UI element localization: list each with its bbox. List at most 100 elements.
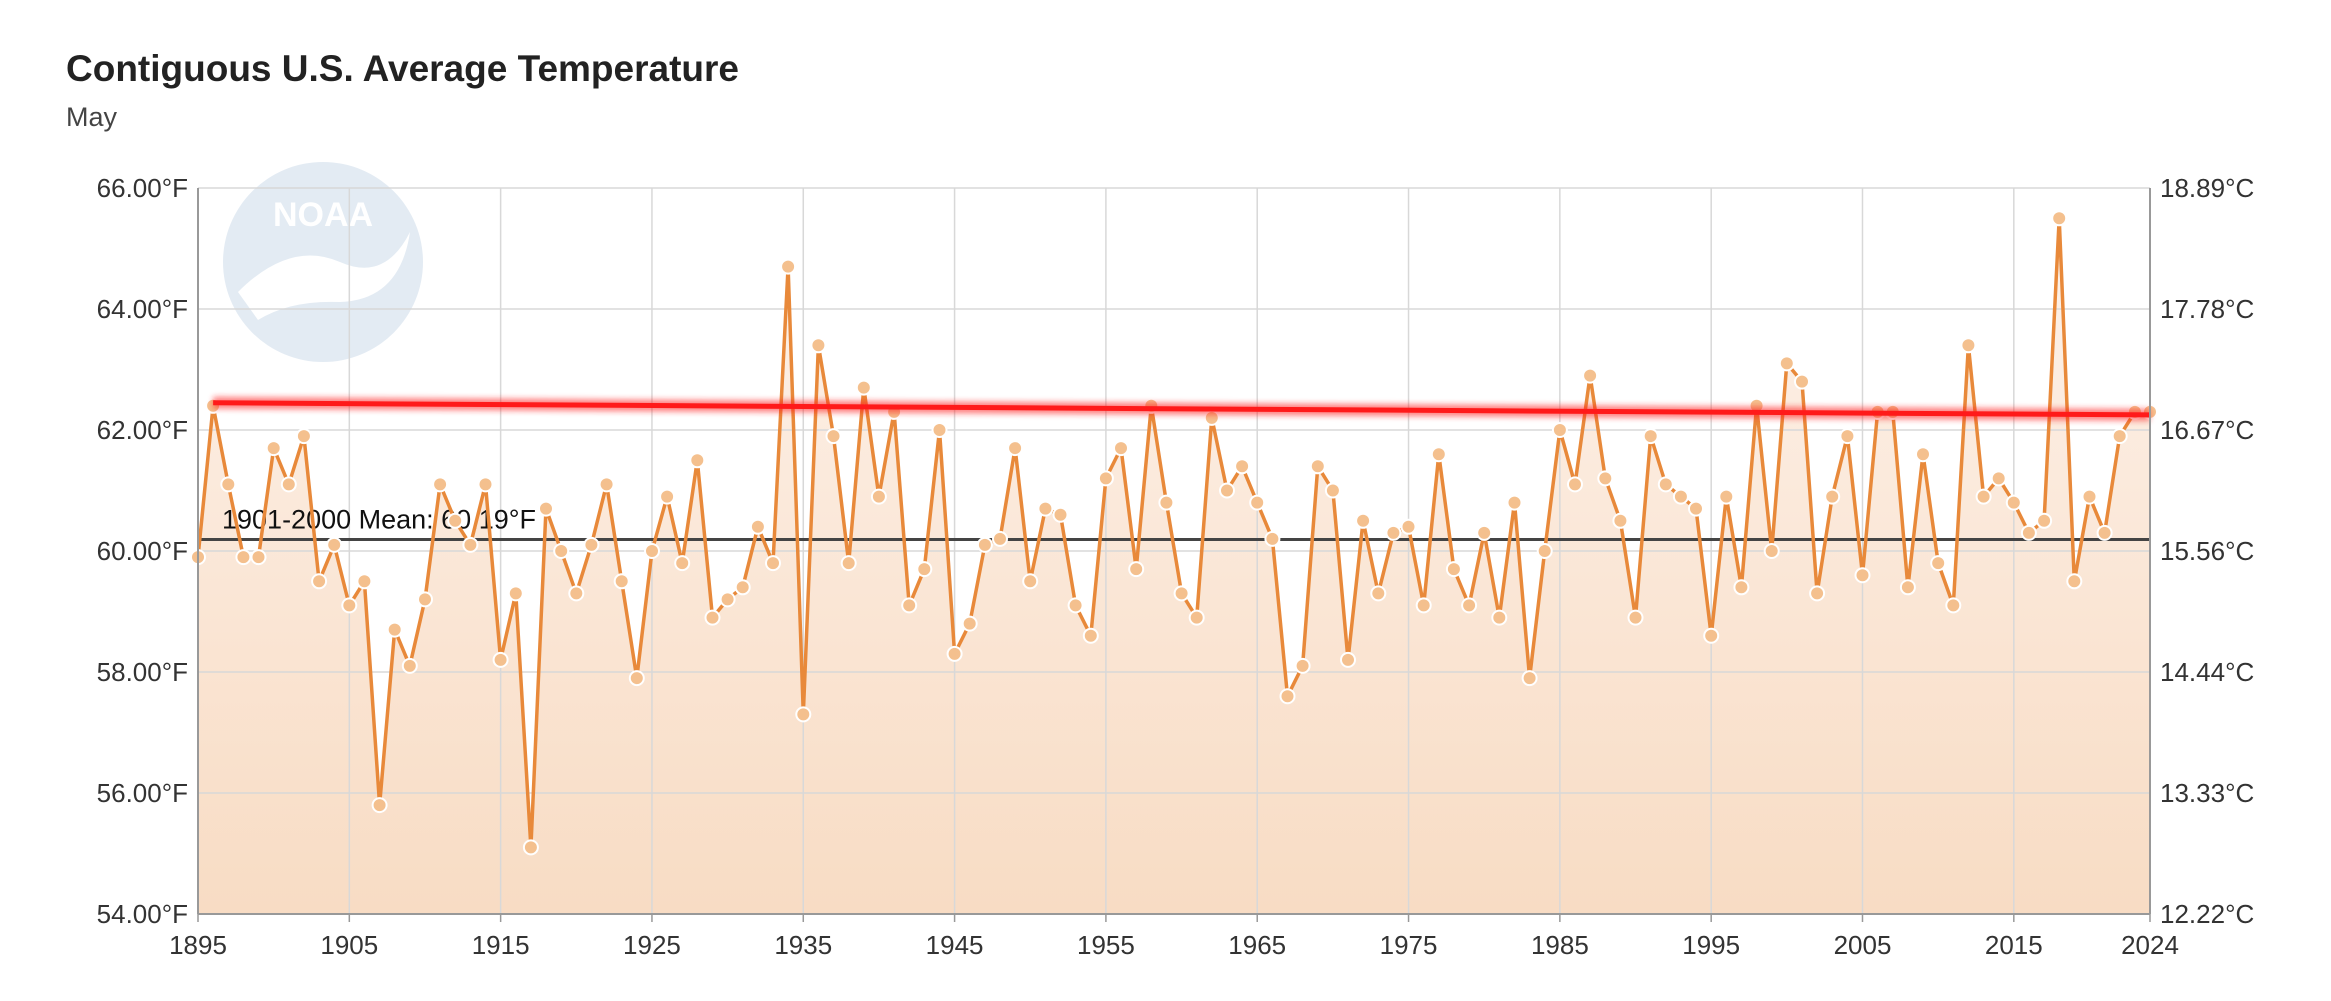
data-point-2012[interactable] [1960,337,1977,354]
data-point-2005[interactable] [1854,567,1871,584]
data-point-1932[interactable] [749,518,766,535]
data-point-1905[interactable] [341,597,358,614]
data-point-1963[interactable] [1219,482,1235,499]
data-point-1954[interactable] [1082,627,1099,644]
data-point-1906[interactable] [356,573,373,590]
data-point-1959[interactable] [1158,494,1175,511]
data-point-2013[interactable] [1975,488,1992,505]
data-point-1916[interactable] [507,585,524,602]
data-point-2008[interactable] [1899,579,1916,596]
data-point-1991[interactable] [1642,428,1659,445]
data-point-1937[interactable] [825,428,842,445]
data-point-2003[interactable] [1824,488,1841,505]
data-point-1981[interactable] [1491,609,1508,626]
data-point-1925[interactable] [644,543,660,559]
data-point-2000[interactable] [1778,355,1795,372]
data-point-1936[interactable] [810,337,827,354]
data-point-1933[interactable] [765,555,781,572]
data-point-2010[interactable] [1930,555,1947,572]
data-point-1908[interactable] [386,621,403,638]
data-point-2014[interactable] [1990,470,2007,487]
data-point-1938[interactable] [840,555,857,572]
data-point-1901[interactable] [280,476,297,493]
data-point-1999[interactable] [1763,543,1780,559]
data-point-1994[interactable] [1688,500,1704,517]
data-point-2018[interactable] [2051,210,2068,227]
data-point-1970[interactable] [1324,482,1341,499]
data-point-1993[interactable] [1672,488,1689,505]
data-point-1917[interactable] [522,839,539,856]
data-point-1980[interactable] [1476,524,1493,541]
data-point-1920[interactable] [568,585,585,602]
data-point-1961[interactable] [1188,609,1205,626]
data-point-1960[interactable] [1173,585,1190,602]
data-point-1950[interactable] [1022,573,1039,590]
data-point-1957[interactable] [1128,561,1145,578]
data-point-1900[interactable] [265,440,282,457]
data-point-1947[interactable] [976,536,993,553]
data-point-1965[interactable] [1249,494,1266,511]
data-point-1935[interactable] [795,706,812,723]
data-point-1982[interactable] [1506,494,1523,511]
data-point-1973[interactable] [1370,585,1387,602]
data-point-1996[interactable] [1718,488,1735,505]
data-point-1931[interactable] [734,579,751,596]
data-point-1949[interactable] [1007,440,1024,457]
data-point-1985[interactable] [1551,422,1568,438]
data-point-1915[interactable] [492,651,509,668]
data-point-1930[interactable] [719,591,736,608]
data-point-1986[interactable] [1567,476,1583,493]
data-point-1990[interactable] [1627,609,1644,626]
data-point-1927[interactable] [674,555,691,572]
data-point-1940[interactable] [870,488,887,505]
data-point-1934[interactable] [780,258,797,275]
data-point-1910[interactable] [417,591,433,608]
data-point-2004[interactable] [1839,428,1856,445]
data-point-1903[interactable] [311,573,328,590]
data-point-1966[interactable] [1264,530,1281,547]
data-point-2019[interactable] [2066,573,2083,590]
data-point-2017[interactable] [2036,512,2053,529]
data-point-1969[interactable] [1309,458,1326,475]
data-point-1944[interactable] [931,422,948,438]
data-point-1978[interactable] [1445,561,1462,578]
data-point-1971[interactable] [1340,651,1356,668]
data-point-1977[interactable] [1430,446,1447,463]
data-point-1948[interactable] [992,530,1008,547]
data-point-1912[interactable] [447,512,464,529]
data-point-1951[interactable] [1037,500,1054,517]
data-point-1911[interactable] [432,476,449,493]
data-point-2009[interactable] [1915,446,1931,463]
data-point-1995[interactable] [1703,627,1720,644]
data-point-1968[interactable] [1294,657,1311,674]
data-point-1928[interactable] [689,452,706,469]
data-point-1988[interactable] [1597,470,1614,487]
data-point-1921[interactable] [583,536,600,553]
data-point-1972[interactable] [1355,512,1372,529]
data-point-1922[interactable] [598,476,615,493]
data-point-1924[interactable] [628,670,645,687]
data-point-1909[interactable] [401,657,418,674]
data-point-1943[interactable] [916,561,933,578]
data-point-1945[interactable] [946,645,963,662]
data-point-1926[interactable] [659,488,676,505]
data-point-1976[interactable] [1415,597,1432,614]
data-point-1975[interactable] [1400,518,1417,535]
data-point-1983[interactable] [1521,670,1538,687]
data-point-1942[interactable] [901,597,918,614]
data-point-1913[interactable] [462,536,479,553]
data-point-1899[interactable] [250,549,267,566]
data-point-2016[interactable] [2020,524,2037,541]
data-point-1919[interactable] [553,543,570,559]
data-point-2020[interactable] [2081,488,2098,505]
data-point-1967[interactable] [1279,688,1296,705]
data-point-1956[interactable] [1113,440,1129,457]
data-point-1964[interactable] [1234,458,1251,475]
data-point-1997[interactable] [1733,579,1750,596]
data-point-1953[interactable] [1067,597,1084,614]
data-point-1929[interactable] [704,609,721,626]
data-point-1897[interactable] [220,476,237,493]
data-point-1992[interactable] [1657,476,1674,493]
data-point-2022[interactable] [2111,428,2128,445]
data-point-1984[interactable] [1536,543,1553,559]
